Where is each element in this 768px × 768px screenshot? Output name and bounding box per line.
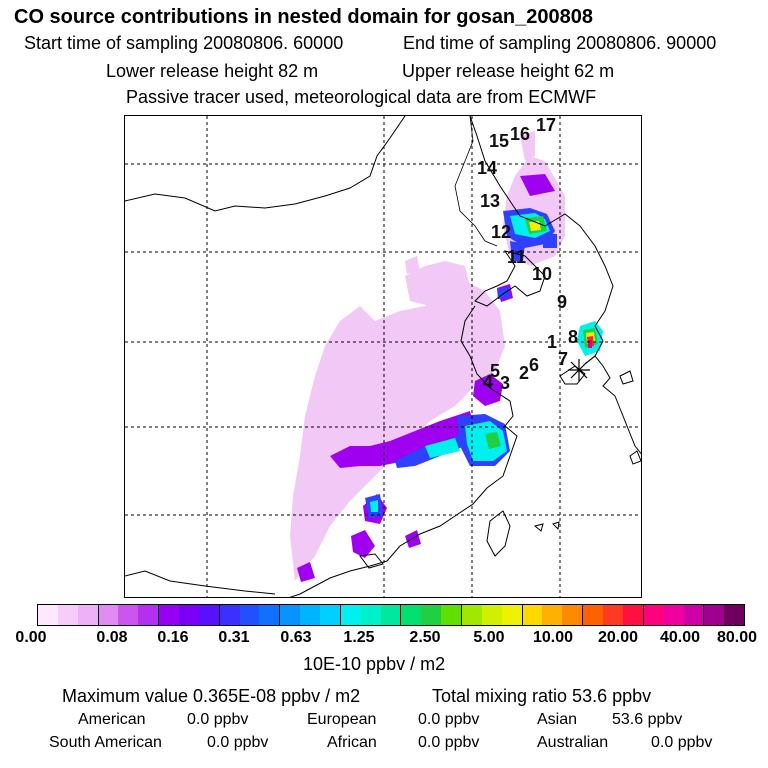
station-label: 8 xyxy=(568,327,579,347)
tracer-note: Passive tracer used, meteorological data… xyxy=(126,87,597,107)
colorbar-segment xyxy=(683,605,705,625)
colorbar-segment xyxy=(239,605,260,625)
colorbar xyxy=(37,604,745,626)
colorbar-segment xyxy=(704,605,725,625)
south-american-label: South American xyxy=(49,734,162,751)
american-value: 0.0 ppbv xyxy=(187,711,249,728)
colorbar-tick: 40.00 xyxy=(659,629,701,646)
upper-release-height: Upper release height 62 m xyxy=(402,61,615,81)
colorbar-segment xyxy=(198,605,220,625)
station-label: 9 xyxy=(557,292,568,312)
receptor-marker-icon xyxy=(568,359,590,381)
country-border xyxy=(454,116,498,247)
station-label: 11 xyxy=(507,247,527,267)
colorbar-segment xyxy=(57,605,78,625)
colorbar-segment xyxy=(441,605,463,625)
station-label: 15 xyxy=(489,131,510,151)
station-label: 5 xyxy=(490,361,501,381)
station-label: 13 xyxy=(480,191,501,211)
colorbar-segment xyxy=(603,605,623,625)
colorbar-segment xyxy=(38,605,58,625)
station-label: 14 xyxy=(477,158,498,178)
colorbar-segment xyxy=(724,605,745,625)
plot-title: CO source contributions in nested domain… xyxy=(14,6,594,28)
colorbar-tick: 1.25 xyxy=(343,629,375,646)
south-american-value: 0.0 ppbv xyxy=(207,734,269,751)
colorbar-segment xyxy=(462,605,482,625)
european-value: 0.0 ppbv xyxy=(418,711,480,728)
colorbar-segment xyxy=(401,605,422,625)
colorbar-segment xyxy=(583,605,604,625)
station-label: 16 xyxy=(510,124,531,144)
station-label: 1 xyxy=(547,332,558,352)
australian-value: 0.0 ppbv xyxy=(651,734,713,751)
african-label: African xyxy=(327,734,377,751)
station-label: 4 xyxy=(483,372,494,392)
coastline xyxy=(125,116,641,597)
station-label: 3 xyxy=(500,373,511,393)
colorbar-segment xyxy=(77,605,99,625)
colorbar-segment xyxy=(300,605,321,625)
colorbar-segment xyxy=(340,605,361,625)
colorbar-segment xyxy=(380,605,402,625)
colorbar-unit: 10E-10 ppbv / m2 xyxy=(303,654,446,674)
map-canvas xyxy=(125,116,641,597)
colorbar-tick: 5.00 xyxy=(473,629,505,646)
colorbar-segment xyxy=(138,605,160,625)
max-value: Maximum value 0.365E-08 ppbv / m2 xyxy=(62,686,361,706)
colorbar-segment xyxy=(501,605,523,625)
plume-hot xyxy=(485,216,598,449)
station-label: 7 xyxy=(558,349,569,369)
colorbar-tick: 0.00 xyxy=(15,629,47,646)
colorbar-segment xyxy=(259,605,281,625)
start-time: Start time of sampling 20080806. 60000 xyxy=(24,33,344,53)
colorbar-segment xyxy=(481,605,502,625)
colorbar-tick: 20.00 xyxy=(597,629,639,646)
colorbar-segment xyxy=(643,605,664,625)
end-time: End time of sampling 20080806. 90000 xyxy=(403,33,717,53)
colorbar-segment xyxy=(159,605,180,625)
station-label: 2 xyxy=(519,363,530,383)
colorbar-segment xyxy=(562,605,584,625)
station-label: 17 xyxy=(536,115,557,135)
colorbar-segment xyxy=(179,605,199,625)
total-mixing-ratio: Total mixing ratio 53.6 ppbv xyxy=(432,686,652,706)
colorbar-tick: 80.00 xyxy=(716,629,758,646)
asian-value: 53.6 ppbv xyxy=(612,711,683,728)
colorbar-segment xyxy=(98,605,119,625)
colorbar-tick: 2.50 xyxy=(409,629,441,646)
station-label: 12 xyxy=(491,222,512,242)
australian-label: Australian xyxy=(537,734,609,751)
european-label: European xyxy=(307,711,377,728)
map-panel: 15 16 17 14 13 12 11 10 9 1 8 7 5 2 6 4 … xyxy=(124,115,642,598)
plume-light xyxy=(290,131,565,581)
colorbar-tick: 0.63 xyxy=(280,629,312,646)
colorbar-segment xyxy=(280,605,301,625)
lower-release-height: Lower release height 82 m xyxy=(106,61,319,81)
american-label: American xyxy=(78,711,146,728)
colorbar-tick: 10.00 xyxy=(532,629,574,646)
lat-lon-grid xyxy=(125,116,641,597)
colorbar-tick: 0.16 xyxy=(157,629,189,646)
african-value: 0.0 ppbv xyxy=(418,734,480,751)
colorbar-segment xyxy=(320,605,341,625)
colorbar-segment xyxy=(360,605,381,625)
colorbar-segment xyxy=(421,605,442,625)
colorbar-segment xyxy=(542,605,563,625)
colorbar-segment xyxy=(118,605,139,625)
colorbar-segment xyxy=(663,605,684,625)
station-label: 6 xyxy=(529,355,540,375)
colorbar-segment xyxy=(522,605,543,625)
colorbar-tick: 0.08 xyxy=(96,629,128,646)
colorbar-segment xyxy=(622,605,644,625)
station-label: 10 xyxy=(532,264,553,284)
colorbar-tick: 0.31 xyxy=(218,629,250,646)
colorbar-segment xyxy=(219,605,240,625)
asian-label: Asian xyxy=(537,711,578,728)
